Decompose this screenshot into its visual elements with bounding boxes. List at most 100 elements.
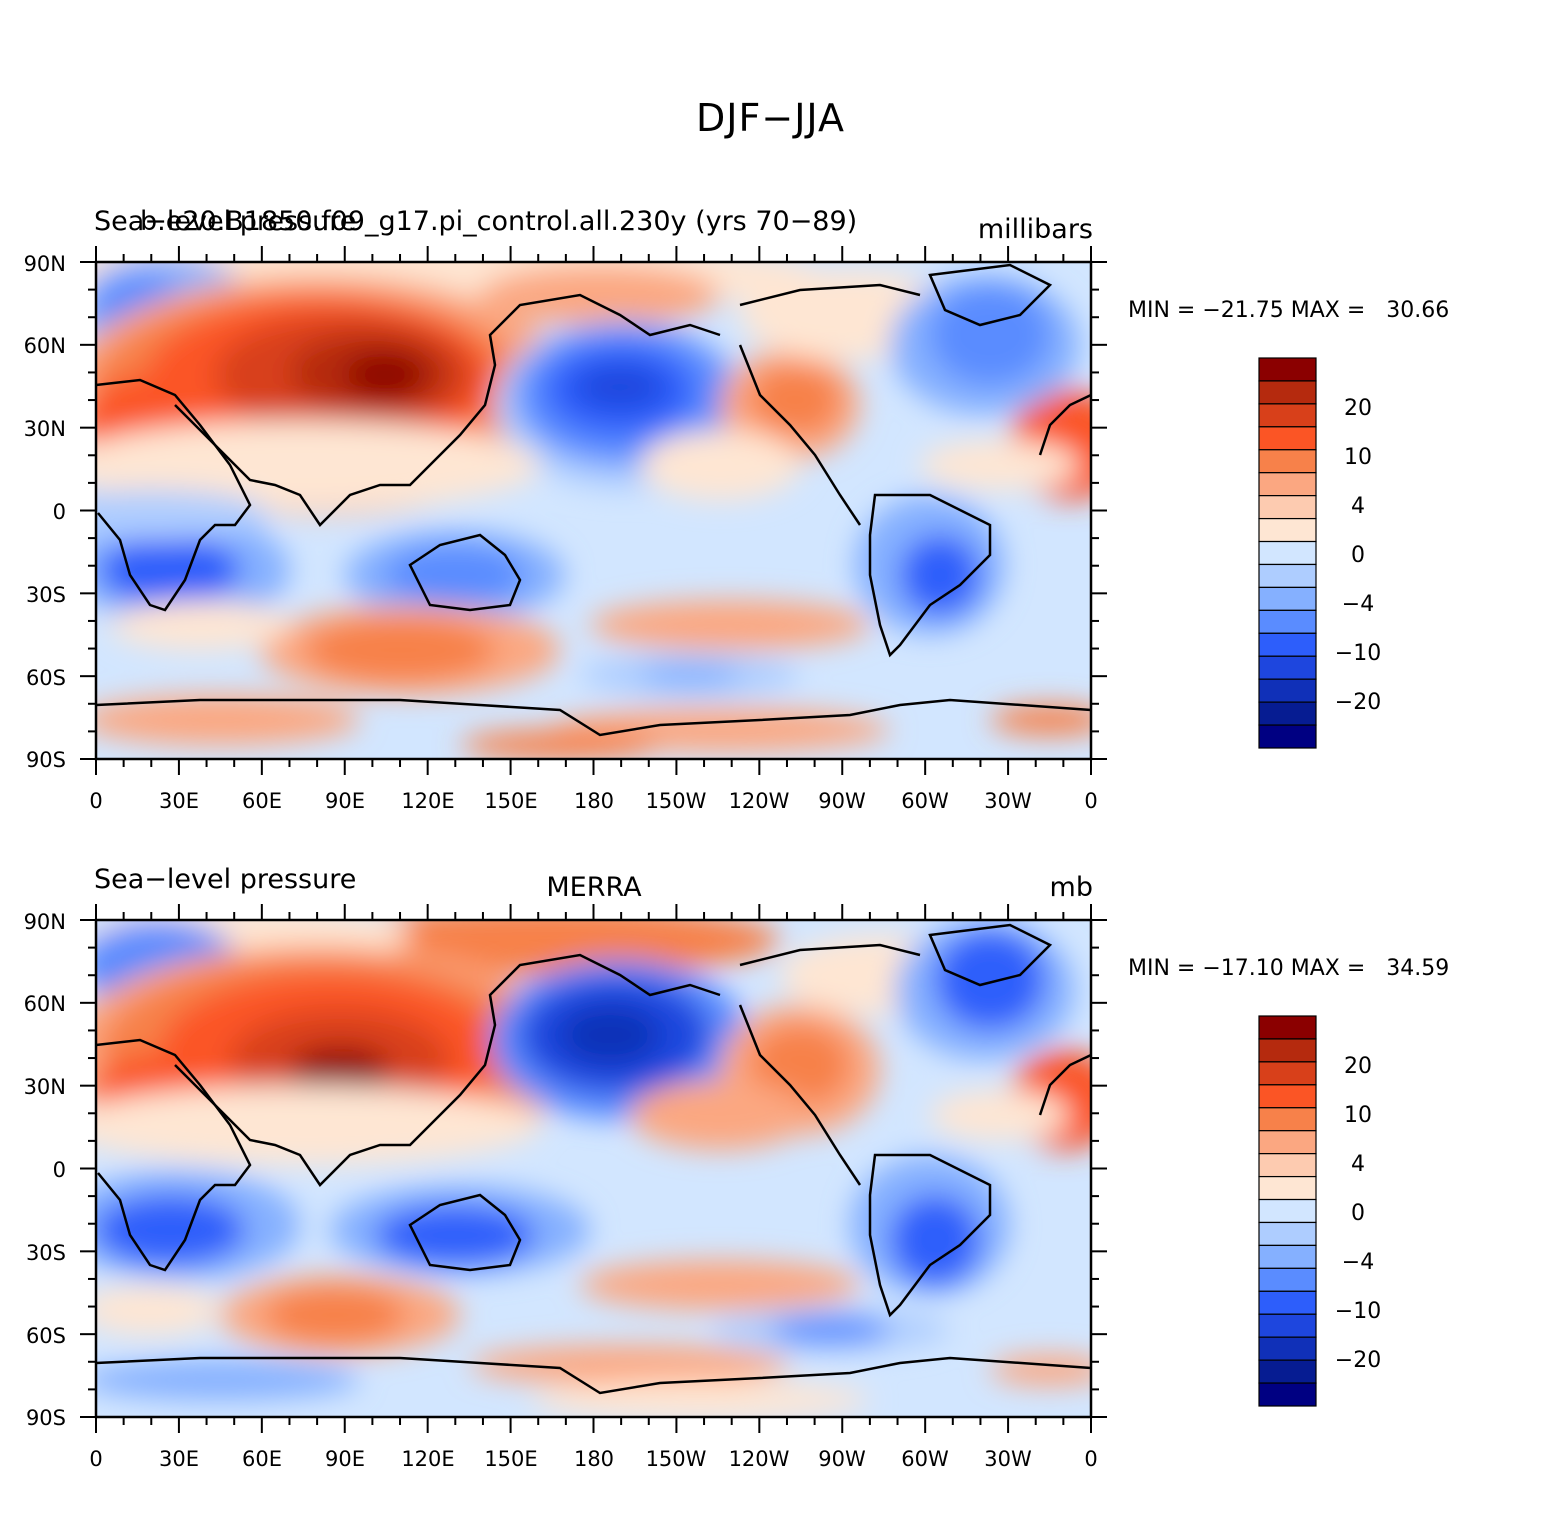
lat-tick: 30N: [24, 1075, 66, 1099]
lat-tick: 90N: [24, 910, 66, 934]
lat-tick: 90N: [24, 252, 66, 276]
colorbar-box: [1258, 1359, 1317, 1384]
panel-model: Sea−level pressure b.e20.B1850.f09_g17.p…: [0, 195, 1541, 835]
colorbar-box: [1258, 540, 1317, 566]
lon-tick: 120W: [729, 1447, 790, 1471]
lon-tick: 0: [1084, 789, 1097, 813]
lon-tick: 120E: [401, 1447, 454, 1471]
panel-units: mb: [1050, 872, 1093, 903]
colorbar-box: [1258, 1015, 1317, 1040]
coastlines: [96, 263, 1091, 737]
lat-tick: 0: [53, 500, 66, 524]
lon-tick-labels: 0 30E 60E 90E 120E 150E 180 150W 120W 90…: [89, 1447, 1097, 1471]
slp-field: [96, 262, 1091, 759]
lat-tick: 90S: [26, 1406, 66, 1430]
lat-tick: 30S: [26, 583, 66, 607]
colorbar-label: 20: [1344, 396, 1372, 421]
colorbar-box: [1258, 1336, 1317, 1361]
colorbar-box: [1258, 449, 1317, 474]
panel-obs-svg: Sea−level pressure MERRA mb: [24, 864, 1450, 1471]
colorbar-box: [1258, 472, 1317, 497]
colorbar-box: [1258, 563, 1317, 589]
colorbar-box: [1258, 1130, 1317, 1155]
colorbar-label: 0: [1351, 1201, 1365, 1226]
colorbar: [1258, 357, 1317, 749]
colorbar-labels: 20 10 4 0 −4 −10 −20: [1335, 396, 1381, 715]
lon-tick: 60E: [242, 789, 282, 813]
lat-tick: 30S: [26, 1241, 66, 1265]
colorbar-box: [1258, 403, 1317, 428]
colorbar-label: 4: [1351, 494, 1365, 519]
lon-tick: 150E: [484, 1447, 537, 1471]
colorbar-label: −10: [1335, 641, 1381, 666]
colorbar-box: [1258, 1290, 1317, 1315]
lon-tick: 90E: [325, 789, 365, 813]
lon-tick: 180: [574, 789, 614, 813]
colorbar-box: [1258, 586, 1317, 611]
lon-tick: 30E: [159, 789, 199, 813]
lon-tick: 150E: [484, 789, 537, 813]
lat-tick: 30N: [24, 417, 66, 441]
colorbar-box: [1258, 517, 1317, 543]
lat-tick: 60N: [24, 334, 66, 358]
colorbar-box: [1258, 1061, 1317, 1086]
colorbar-box: [1258, 1382, 1317, 1407]
colorbar-box: [1258, 1084, 1317, 1109]
colorbar-box: [1258, 1221, 1317, 1247]
colorbar-label: 10: [1344, 445, 1372, 470]
lat-tick-labels: 90N 60N 30N 0 30S 60S 90S: [24, 910, 66, 1430]
colorbar-label: 4: [1351, 1152, 1365, 1177]
colorbar-label: −20: [1335, 1348, 1381, 1373]
colorbar-box: [1258, 1313, 1317, 1338]
colorbar-label: 20: [1344, 1054, 1372, 1079]
colorbar-box: [1258, 1175, 1317, 1201]
colorbar-box: [1258, 724, 1317, 749]
lon-tick: 30E: [159, 1447, 199, 1471]
lon-tick: 90W: [818, 789, 866, 813]
colorbar-label: −20: [1335, 690, 1381, 715]
colorbar-box: [1258, 1038, 1317, 1063]
panel-units: millibars: [978, 214, 1093, 245]
colorbar-box: [1258, 357, 1317, 382]
lon-tick: 60W: [901, 1447, 949, 1471]
tick-marks: [80, 246, 1107, 775]
lat-tick-labels: 90N 60N 30N 0 30S 60S 90S: [24, 252, 66, 772]
lon-tick: 0: [1084, 1447, 1097, 1471]
lat-tick: 90S: [26, 748, 66, 772]
lon-tick: 60W: [901, 789, 949, 813]
slp-field: [96, 920, 1091, 1417]
lon-tick: 30W: [984, 1447, 1032, 1471]
colorbar-label: −4: [1342, 592, 1374, 617]
colorbar-labels: 20 10 4 0 −4 −10 −20: [1335, 1054, 1381, 1373]
lon-tick: 120E: [401, 789, 454, 813]
lon-tick: 150W: [646, 1447, 707, 1471]
colorbar-box: [1258, 632, 1317, 657]
lon-tick: 0: [89, 1447, 102, 1471]
colorbar-box: [1258, 495, 1317, 520]
panel-left-label: Sea−level pressure: [94, 864, 356, 895]
colorbar-label: 0: [1351, 543, 1365, 568]
panel-left-label: Sea−level pressure: [94, 206, 356, 237]
lat-tick: 60N: [24, 992, 66, 1016]
colorbar: [1258, 1015, 1317, 1407]
lat-tick: 60S: [26, 1324, 66, 1348]
panel-model-svg: Sea−level pressure b.e20.B1850.f09_g17.p…: [24, 206, 1450, 813]
colorbar-box: [1258, 1198, 1317, 1224]
colorbar-box: [1258, 1267, 1317, 1292]
panel-overlay-label: b.e20.B1850.f09_g17.pi_control.all.230y …: [140, 206, 857, 237]
lon-tick: 180: [574, 1447, 614, 1471]
lon-tick: 60E: [242, 1447, 282, 1471]
colorbar-box: [1258, 1244, 1317, 1269]
lat-tick: 60S: [26, 666, 66, 690]
colorbar-box: [1258, 701, 1317, 726]
lon-tick-labels: 0 30E 60E 90E 120E 150E 180 150W 120W 90…: [89, 789, 1097, 813]
colorbar-box: [1258, 426, 1317, 451]
lat-tick: 0: [53, 1158, 66, 1182]
colorbar-box: [1258, 655, 1317, 680]
lon-tick: 120W: [729, 789, 790, 813]
panel-center-label: MERRA: [546, 872, 642, 903]
lon-tick: 150W: [646, 789, 707, 813]
lon-tick: 90W: [818, 1447, 866, 1471]
lon-tick: 30W: [984, 789, 1032, 813]
coastlines: [96, 923, 1091, 1395]
